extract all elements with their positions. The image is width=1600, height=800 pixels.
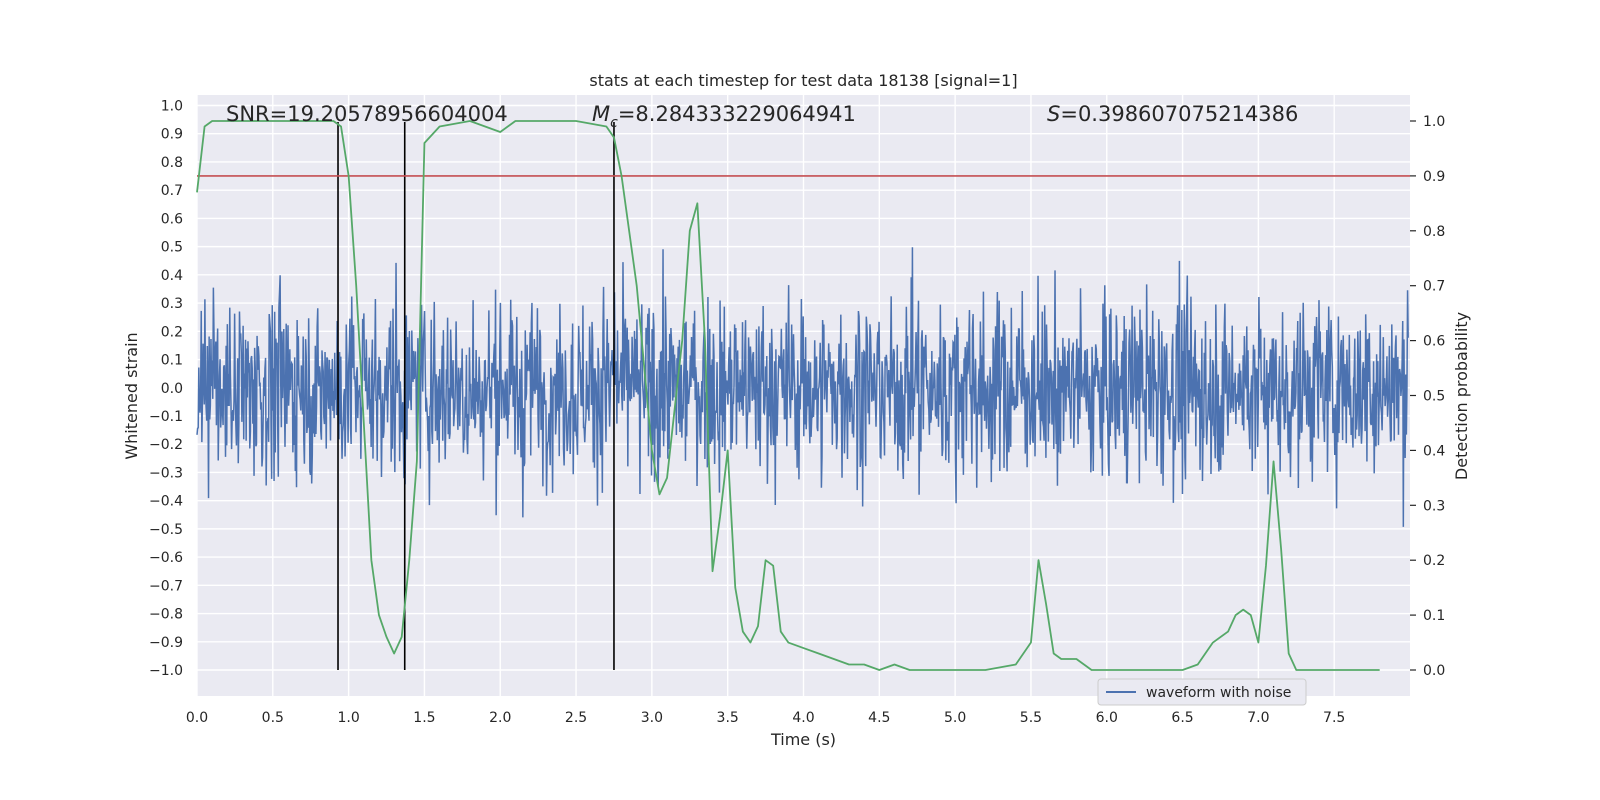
y-right-tick-label: 0.5: [1423, 389, 1445, 405]
y-left-tick-label: 0.9: [161, 127, 183, 143]
y-left-tick-label: −0.7: [149, 578, 183, 594]
x-tick-label: 5.0: [944, 710, 966, 726]
x-tick-label: 4.0: [792, 710, 814, 726]
y-left-tick-label: −0.8: [149, 607, 183, 623]
x-tick-label: 2.5: [565, 710, 587, 726]
y-left-tick-label: 0.1: [161, 353, 183, 369]
x-tick-label: 3.5: [717, 710, 739, 726]
x-tick-label: 0.5: [262, 710, 284, 726]
y-right-tick-label: 0.9: [1423, 169, 1445, 185]
x-tick-label: 2.0: [489, 710, 511, 726]
y-left-tick-label: −1.0: [149, 663, 183, 679]
legend-box: [1097, 678, 1307, 706]
y-left-tick-label: −0.2: [149, 437, 183, 453]
y-left-tick-label: −0.3: [149, 465, 183, 481]
x-tick-label: 3.0: [641, 710, 663, 726]
chirp-mass-symbol: M: [592, 102, 610, 126]
tick-labels: 0.0 0.5 1.0 1.5 2.0 2.5 3.0 3.5 4.0 4.5 5.0 5.5 6.0 6…: [149, 99, 1445, 727]
chirp-mass-value: =8.284333229064941: [618, 102, 856, 126]
y-left-tick-label: 0.3: [161, 296, 183, 312]
x-tick-label: 1.0: [337, 710, 359, 726]
x-tick-label: 0.0: [186, 710, 208, 726]
waveform-line: [196, 247, 1409, 527]
y-left-tick-label: 0.7: [161, 183, 183, 199]
y-left-tick-label: 0.4: [161, 268, 183, 284]
y-right-tick-label: 0.2: [1423, 553, 1445, 569]
y-left-tick-label: −0.4: [149, 494, 183, 510]
y-right-tick-label: 0.4: [1423, 443, 1445, 459]
x-tick-label: 6.5: [1171, 710, 1193, 726]
y-right-tick-label: 1.0: [1423, 114, 1445, 130]
y-left-tick-label: 0.8: [161, 155, 183, 171]
y-left-tick-label: 0.6: [161, 211, 183, 227]
y-axis-right-label: Detection probability: [1452, 312, 1471, 480]
waveform-series: [196, 247, 1409, 527]
y-axis-left-label: Whitened strain: [122, 332, 141, 459]
s-annotation: S=0.398607075214386: [1047, 102, 1298, 126]
y-left-tick-label: −0.1: [149, 409, 183, 425]
chirp-mass-annotation: Mc=8.284333229064941: [592, 102, 856, 131]
x-tick-label: 7.5: [1323, 710, 1345, 726]
x-tick-label: 7.0: [1247, 710, 1269, 726]
legend: waveform with noise: [1097, 678, 1307, 706]
probability-line: [196, 120, 1380, 671]
chart-title: stats at each timestep for test data 181…: [589, 71, 1017, 90]
y-left-tick-label: −0.5: [149, 522, 183, 538]
chirp-mass-subscript: c: [610, 115, 618, 131]
x-axis-label: Time (s): [770, 730, 836, 749]
y-right-tick-label: 0.6: [1423, 334, 1445, 350]
x-tick-label: 1.5: [413, 710, 435, 726]
legend-label-waveform: waveform with noise: [1146, 685, 1291, 701]
y-left-tick-label: 0.5: [161, 240, 183, 256]
y-right-tick-label: 0.3: [1423, 498, 1445, 514]
y-right-tick-label: 0.7: [1423, 279, 1445, 295]
y-left-tick-label: −0.6: [149, 550, 183, 566]
x-tick-label: 6.0: [1096, 710, 1118, 726]
x-tick-label: 4.5: [868, 710, 890, 726]
y-right-tick-label: 0.8: [1423, 224, 1445, 240]
y-left-tick-label: 0.0: [161, 381, 183, 397]
y-right-tick-label: 0.0: [1423, 663, 1445, 679]
s-value: =0.398607075214386: [1060, 102, 1298, 126]
snr-annotation: SNR=19.20578956604004: [226, 102, 508, 126]
x-tick-label: 5.5: [1020, 710, 1042, 726]
y-left-tick-label: 1.0: [161, 99, 183, 115]
overlay-lines: [196, 120, 1410, 671]
y-left-tick-label: 0.2: [161, 324, 183, 340]
y-right-tick-label: 0.1: [1423, 608, 1445, 624]
y-left-tick-label: −0.9: [149, 635, 183, 651]
s-symbol: S: [1047, 102, 1060, 126]
